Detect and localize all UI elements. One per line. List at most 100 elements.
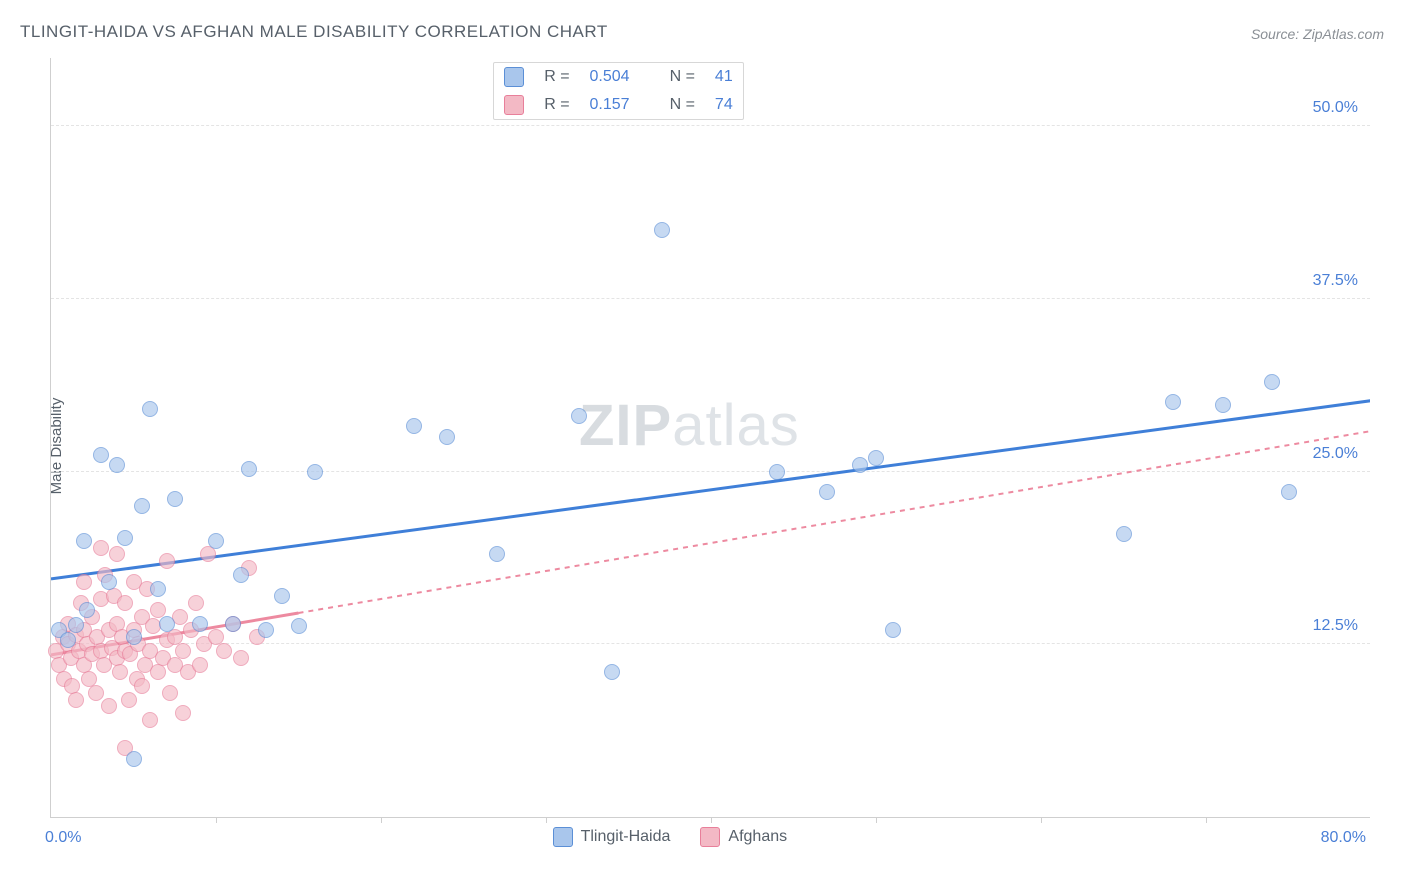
source-value: ZipAtlas.com — [1303, 26, 1384, 42]
data-point — [225, 616, 241, 632]
data-point — [60, 632, 76, 648]
data-point — [489, 546, 505, 562]
data-point — [101, 574, 117, 590]
data-point — [654, 222, 670, 238]
data-point — [200, 546, 216, 562]
gridline — [51, 298, 1370, 299]
series-legend: Tlingit-Haida Afghans — [553, 827, 788, 847]
data-point — [175, 705, 191, 721]
legend-label: Afghans — [728, 828, 787, 846]
x-max-label: 80.0% — [1321, 829, 1366, 847]
data-point — [134, 498, 150, 514]
chart-title: TLINGIT-HAIDA VS AFGHAN MALE DISABILITY … — [20, 22, 608, 42]
data-point — [291, 618, 307, 634]
data-point — [769, 464, 785, 480]
n-label: N = — [660, 63, 705, 91]
data-point — [233, 567, 249, 583]
data-point — [258, 622, 274, 638]
data-point — [142, 401, 158, 417]
r-label: R = — [534, 63, 579, 91]
data-point — [1116, 526, 1132, 542]
data-point — [150, 581, 166, 597]
legend-item: Afghans — [700, 827, 787, 847]
y-tick-label: 12.5% — [1313, 617, 1358, 635]
x-min-label: 0.0% — [45, 829, 81, 847]
data-point — [208, 533, 224, 549]
data-point — [109, 546, 125, 562]
r-value: 0.157 — [580, 91, 640, 119]
data-point — [167, 491, 183, 507]
data-point — [126, 751, 142, 767]
r-value: 0.504 — [580, 63, 640, 91]
source-attribution: Source: ZipAtlas.com — [1251, 26, 1384, 42]
x-tick — [381, 817, 382, 823]
trend-layer — [51, 58, 1370, 817]
data-point — [885, 622, 901, 638]
data-point — [159, 616, 175, 632]
correlation-stats-box: R =0.504N =41R =0.157N =74 — [493, 62, 744, 120]
legend-swatch — [700, 827, 720, 847]
legend-swatch — [504, 67, 524, 87]
data-point — [1215, 397, 1231, 413]
trend-line — [51, 401, 1370, 579]
legend-swatch — [504, 95, 524, 115]
r-label: R = — [534, 91, 579, 119]
data-point — [175, 643, 191, 659]
legend-item: Tlingit-Haida — [553, 827, 671, 847]
data-point — [406, 418, 422, 434]
x-tick — [1206, 817, 1207, 823]
y-tick-label: 25.0% — [1313, 445, 1358, 463]
data-point — [117, 595, 133, 611]
data-point — [79, 602, 95, 618]
watermark: ZIPatlas — [579, 392, 800, 459]
n-value: 74 — [705, 91, 743, 119]
data-point — [216, 643, 232, 659]
data-point — [109, 457, 125, 473]
data-point — [76, 533, 92, 549]
data-point — [571, 408, 587, 424]
data-point — [126, 629, 142, 645]
plot-area: 12.5% 25.0% 37.5% 50.0% ZIPatlas R =0.504 N =4… — [50, 58, 1370, 818]
data-point — [233, 650, 249, 666]
data-point — [150, 664, 166, 680]
legend-label: Tlingit-Haida — [581, 828, 671, 846]
data-point — [76, 574, 92, 590]
x-tick — [216, 817, 217, 823]
data-point — [159, 553, 175, 569]
data-point — [1264, 374, 1280, 390]
x-tick — [1041, 817, 1042, 823]
legend-swatch — [553, 827, 573, 847]
data-point — [134, 678, 150, 694]
data-point — [241, 461, 257, 477]
x-tick — [546, 817, 547, 823]
data-point — [121, 692, 137, 708]
data-point — [162, 685, 178, 701]
source-label: Source: — [1251, 26, 1299, 42]
gridline — [51, 125, 1370, 126]
data-point — [68, 692, 84, 708]
y-tick-label: 50.0% — [1313, 99, 1358, 117]
data-point — [192, 616, 208, 632]
data-point — [68, 617, 84, 633]
data-point — [604, 664, 620, 680]
data-point — [101, 698, 117, 714]
data-point — [192, 657, 208, 673]
data-point — [93, 540, 109, 556]
data-point — [1281, 484, 1297, 500]
data-point — [93, 447, 109, 463]
data-point — [439, 429, 455, 445]
y-tick-label: 37.5% — [1313, 272, 1358, 290]
data-point — [274, 588, 290, 604]
data-point — [307, 464, 323, 480]
data-point — [868, 450, 884, 466]
n-value: 41 — [705, 63, 743, 91]
data-point — [88, 685, 104, 701]
data-point — [188, 595, 204, 611]
trend-line-extrapolated — [299, 431, 1371, 613]
data-point — [142, 712, 158, 728]
x-tick — [876, 817, 877, 823]
data-point — [112, 664, 128, 680]
data-point — [819, 484, 835, 500]
data-point — [852, 457, 868, 473]
data-point — [1165, 394, 1181, 410]
